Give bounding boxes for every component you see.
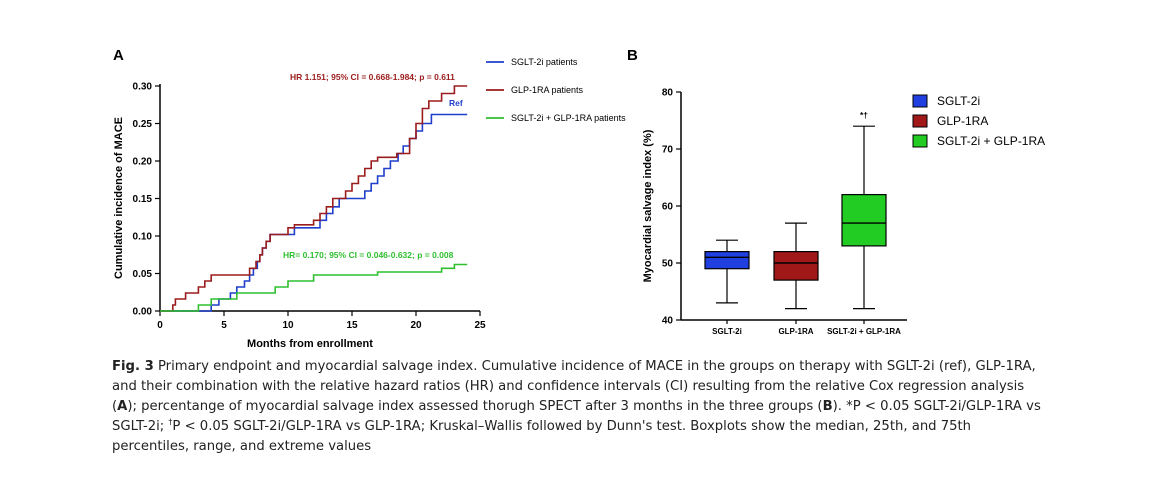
box-legend: SGLT-2i GLP-1RA SGLT-2i + GLP-1RA bbox=[912, 94, 1045, 148]
legend-label-0: SGLT-2i bbox=[937, 94, 980, 108]
box-ticks: 40 50 60 70 80 SGLT-2i GLP-1RA SGLT-2i + GLP-1R… bbox=[662, 88, 901, 337]
legend-swatch-2 bbox=[912, 134, 928, 148]
box-chart: 40 50 60 70 80 SGLT-2i GLP-1RA SGLT-2i + GLP-1R… bbox=[642, 88, 1045, 337]
panel-a-letter: A bbox=[113, 47, 124, 64]
km-x-tick-label: 25 bbox=[474, 320, 486, 331]
annotation-hr-glp: HR 1.151; 95% CI = 0.668-1.984; p = 0.61… bbox=[290, 72, 455, 82]
caption-text-3: ). *P < 0.05 SGLT-2i/GLP-1RA vs SGLT-2i; bbox=[112, 399, 1041, 434]
box-x-tick-label: SGLT-2i + GLP-1RA bbox=[827, 327, 901, 336]
figure-canvas: A B 0.00 0.05 0.10 0.15 0.20 0.25 0.30 0 5 10 15 20… bbox=[113, 47, 1045, 350]
legend-swatch-1 bbox=[912, 114, 928, 128]
box-y-tick-label: 60 bbox=[662, 202, 674, 213]
legend-label-1: GLP-1RA bbox=[937, 114, 988, 128]
km-x-axis-title: Months from enrollment bbox=[247, 338, 373, 350]
km-chart: 0.00 0.05 0.10 0.15 0.20 0.25 0.30 0 5 10 15 20 25 M… bbox=[113, 57, 626, 350]
box-x-tick-label: SGLT-2i bbox=[712, 327, 742, 336]
annotation-ref: Ref bbox=[449, 98, 463, 108]
km-y-tick-label: 0.05 bbox=[133, 269, 153, 280]
box-y-axis-title: Myocardial salvage index (%) bbox=[642, 129, 654, 282]
significance-label: *† bbox=[860, 110, 868, 120]
km-y-tick-label: 0.15 bbox=[133, 194, 153, 205]
caption-text-1: Primary endpoint and myocardial salvage … bbox=[112, 359, 1036, 414]
km-y-tick-label: 0.00 bbox=[133, 307, 153, 318]
box-2 bbox=[841, 194, 887, 247]
box-1 bbox=[773, 251, 819, 281]
legend-label-1: GLP-1RA patients bbox=[511, 85, 584, 95]
caption-bold-b: B bbox=[822, 399, 833, 414]
box-series bbox=[704, 125, 887, 310]
caption-bold-a: A bbox=[117, 399, 128, 414]
box-0 bbox=[704, 251, 750, 270]
km-series bbox=[160, 85, 468, 312]
legend-label-0: SGLT-2i patients bbox=[511, 57, 578, 67]
km-x-tick-label: 10 bbox=[282, 320, 294, 331]
legend-swatch-0 bbox=[912, 94, 928, 108]
box-y-tick-label: 40 bbox=[662, 316, 674, 327]
km-y-tick-label: 0.30 bbox=[133, 82, 153, 93]
series-line-0 bbox=[160, 113, 468, 312]
box-y-tick-label: 80 bbox=[662, 88, 674, 99]
figure-caption: Fig. 3 Primary endpoint and myocardial s… bbox=[112, 357, 1042, 457]
box-y-tick-label: 50 bbox=[662, 259, 674, 270]
caption-text-2: ); percentange of myocardial salvage ind… bbox=[127, 399, 823, 414]
box-x-tick-label: GLP-1RA bbox=[778, 327, 813, 336]
km-y-tick-label: 0.25 bbox=[133, 119, 153, 130]
km-y-tick-label: 0.20 bbox=[133, 157, 153, 168]
km-x-tick-label: 0 bbox=[157, 320, 163, 331]
legend-label-2: SGLT-2i + GLP-1RA patients bbox=[511, 113, 626, 123]
box-y-tick-label: 70 bbox=[662, 145, 674, 156]
km-ticks: 0.00 0.05 0.10 0.15 0.20 0.25 0.30 0 5 10 15 20 25 bbox=[133, 82, 486, 332]
caption-text-4: P < 0.05 SGLT-2i/GLP-1RA vs GLP-1RA; Kru… bbox=[112, 419, 972, 454]
caption-label: Fig. 3 bbox=[112, 359, 154, 374]
series-line-1 bbox=[160, 85, 468, 312]
km-y-axis-title: Cumulative incidence of MACE bbox=[113, 117, 125, 279]
annotation-hr-combo: HR= 0.170; 95% CI = 0.046-0.632; p = 0.0… bbox=[283, 250, 454, 260]
caption-dagger: † bbox=[168, 417, 173, 427]
panel-b-letter: B bbox=[627, 47, 638, 64]
km-x-tick-label: 15 bbox=[346, 320, 358, 331]
legend-label-2: SGLT-2i + GLP-1RA bbox=[937, 134, 1045, 148]
km-x-tick-label: 20 bbox=[410, 320, 422, 331]
km-x-tick-label: 5 bbox=[221, 320, 227, 331]
km-legend: SGLT-2i patients GLP-1RA patients SGLT-2i … bbox=[486, 57, 626, 123]
km-y-tick-label: 0.10 bbox=[133, 232, 153, 243]
series-line-2 bbox=[160, 263, 468, 312]
